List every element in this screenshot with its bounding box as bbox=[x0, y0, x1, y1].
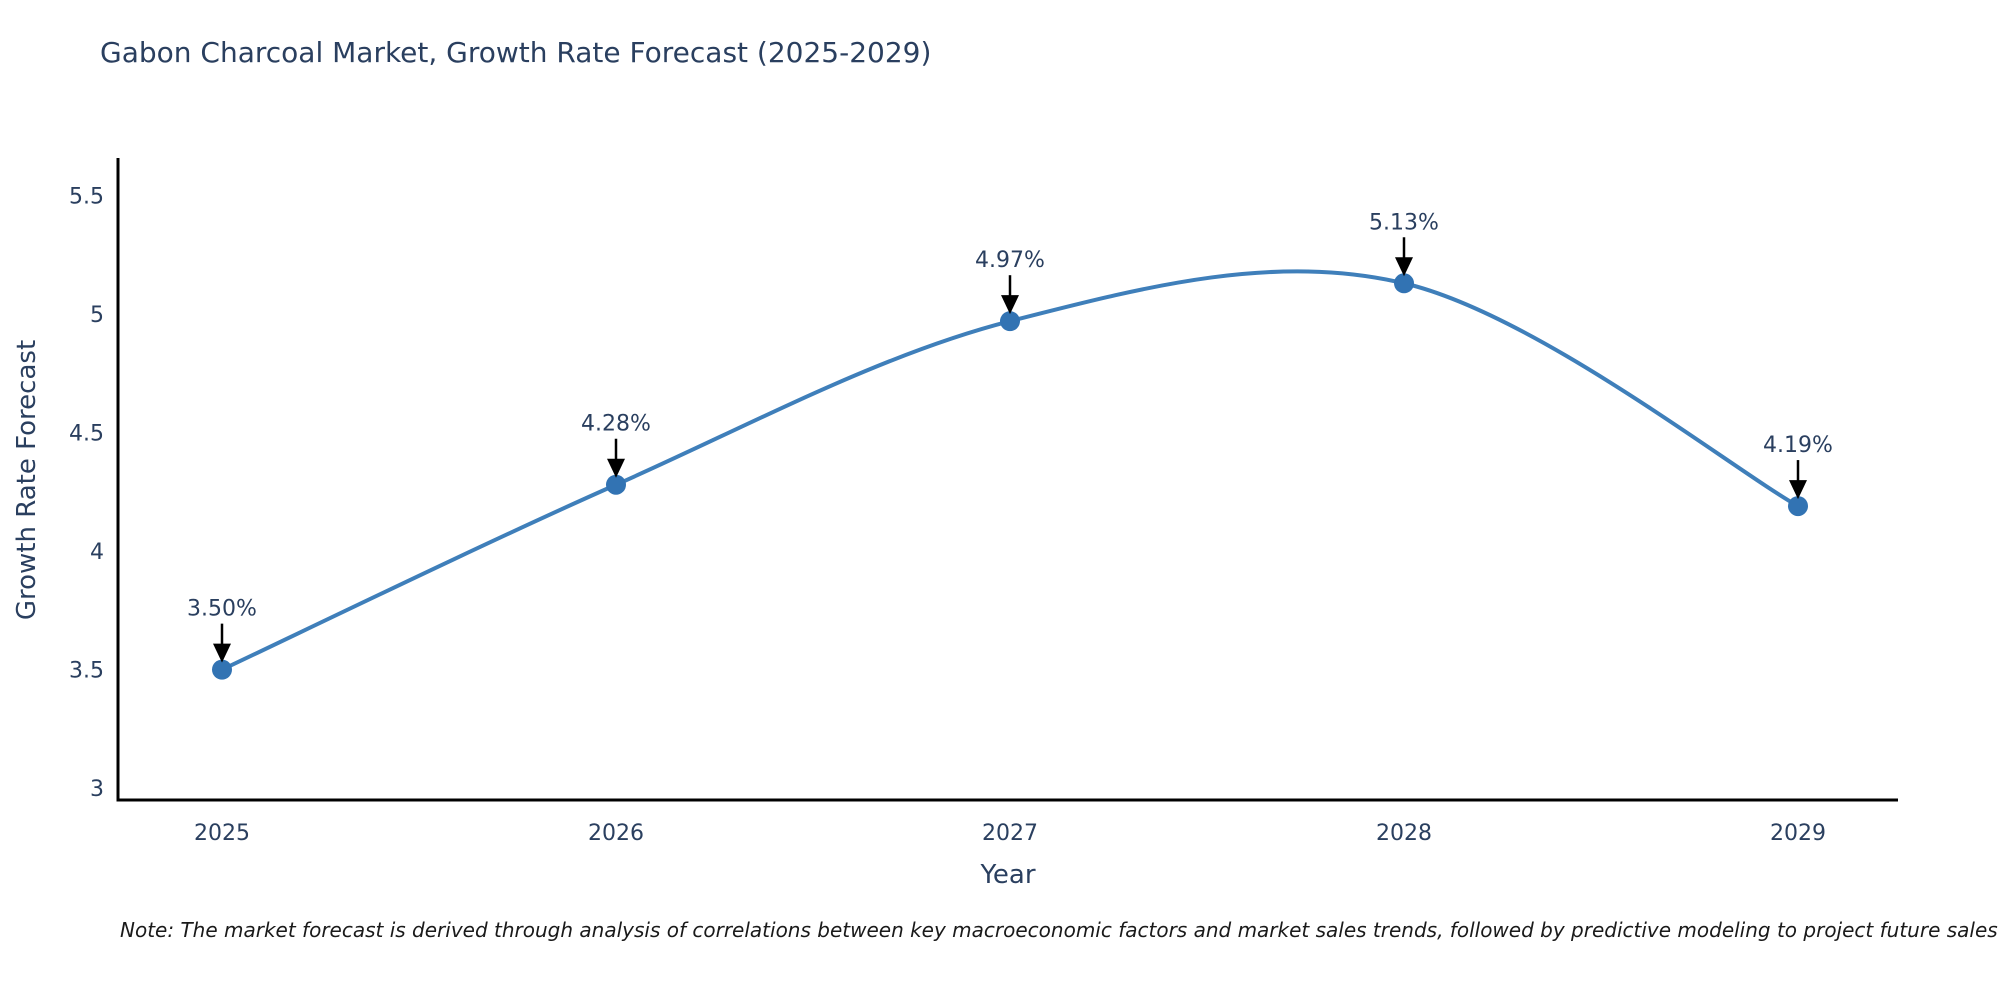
point-value-label: 4.28% bbox=[581, 412, 651, 437]
y-axis-title: Growth Rate Forecast bbox=[12, 339, 42, 621]
x-tick-label: 2028 bbox=[1376, 821, 1432, 846]
point-value-label: 3.50% bbox=[187, 597, 257, 622]
point-value-label: 4.19% bbox=[1763, 433, 1833, 458]
data-point-2025[interactable] bbox=[212, 659, 232, 680]
footnote: Note: The market forecast is derived thr… bbox=[120, 918, 1998, 942]
x-tick-label: 2029 bbox=[1770, 821, 1826, 846]
y-tick-label: 4.5 bbox=[69, 422, 104, 447]
annotation-arrow-head bbox=[213, 643, 231, 663]
data-point-2029[interactable] bbox=[1788, 496, 1808, 517]
x-tick-label: 2027 bbox=[982, 821, 1038, 846]
annotation-arrow-head bbox=[1395, 257, 1413, 277]
annotation-arrow-head bbox=[1789, 480, 1807, 500]
annotation-arrow-head bbox=[1001, 295, 1019, 315]
point-value-label: 5.13% bbox=[1369, 210, 1439, 235]
x-tick-label: 2026 bbox=[588, 821, 644, 846]
data-point-2026[interactable] bbox=[606, 474, 626, 495]
y-tick-label: 5.5 bbox=[69, 185, 104, 210]
point-value-label: 4.97% bbox=[975, 248, 1045, 273]
y-tick-label: 4 bbox=[90, 540, 104, 565]
data-point-2028[interactable] bbox=[1394, 273, 1414, 294]
annotation-arrow-head bbox=[607, 458, 625, 478]
x-tick-label: 2025 bbox=[194, 821, 250, 846]
y-tick-label: 5 bbox=[90, 303, 104, 328]
x-axis-title: Year bbox=[980, 860, 1036, 890]
y-tick-label: 3.5 bbox=[69, 659, 104, 684]
data-point-2027[interactable] bbox=[1000, 311, 1020, 332]
y-tick-label: 3 bbox=[90, 777, 104, 802]
chart-title: Gabon Charcoal Market, Growth Rate Forec… bbox=[100, 36, 932, 69]
